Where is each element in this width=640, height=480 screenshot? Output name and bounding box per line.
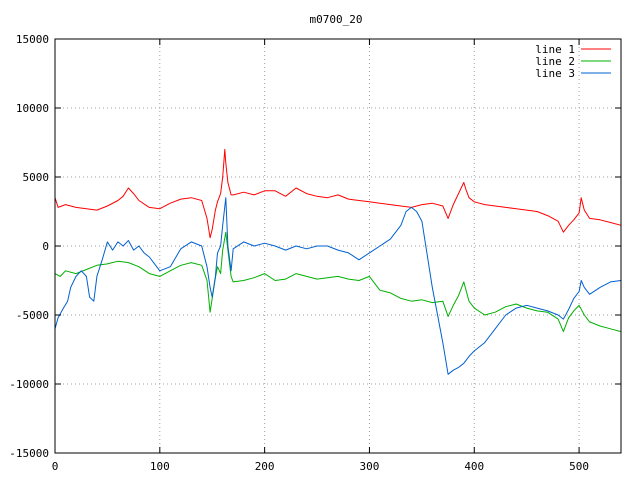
y-tick-label: -5000 — [16, 309, 49, 322]
y-tick-label: -15000 — [9, 447, 49, 460]
series-line-1 — [54, 148, 622, 239]
legend-label: line 1 — [535, 43, 575, 56]
legend-label: line 2 — [535, 55, 575, 68]
y-tick-label: 0 — [42, 240, 49, 253]
y-tick-label: 15000 — [16, 33, 49, 46]
y-tick-label: 10000 — [16, 102, 49, 115]
series-line-2 — [54, 231, 622, 333]
axis-ticks: 0 100 200 300 400 500 -15000 -10000 -5000 0 5000 10… — [9, 33, 621, 473]
x-tick-label: 0 — [52, 460, 59, 473]
series-lines — [54, 148, 622, 375]
y-tick-label: -10000 — [9, 378, 49, 391]
x-tick-label: 300 — [360, 460, 380, 473]
grid — [55, 39, 621, 453]
y-tick-label: 5000 — [23, 171, 50, 184]
chart-title: m0700_20 — [310, 13, 363, 26]
x-tick-label: 100 — [150, 460, 170, 473]
x-tick-label: 500 — [569, 460, 589, 473]
x-tick-label: 200 — [255, 460, 275, 473]
series-line-3 — [54, 197, 622, 375]
x-tick-label: 400 — [464, 460, 484, 473]
legend-label: line 3 — [535, 67, 575, 80]
